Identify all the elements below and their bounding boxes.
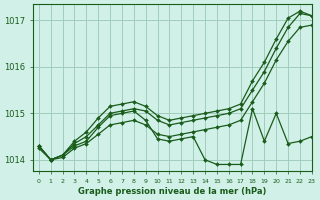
X-axis label: Graphe pression niveau de la mer (hPa): Graphe pression niveau de la mer (hPa) bbox=[78, 187, 267, 196]
